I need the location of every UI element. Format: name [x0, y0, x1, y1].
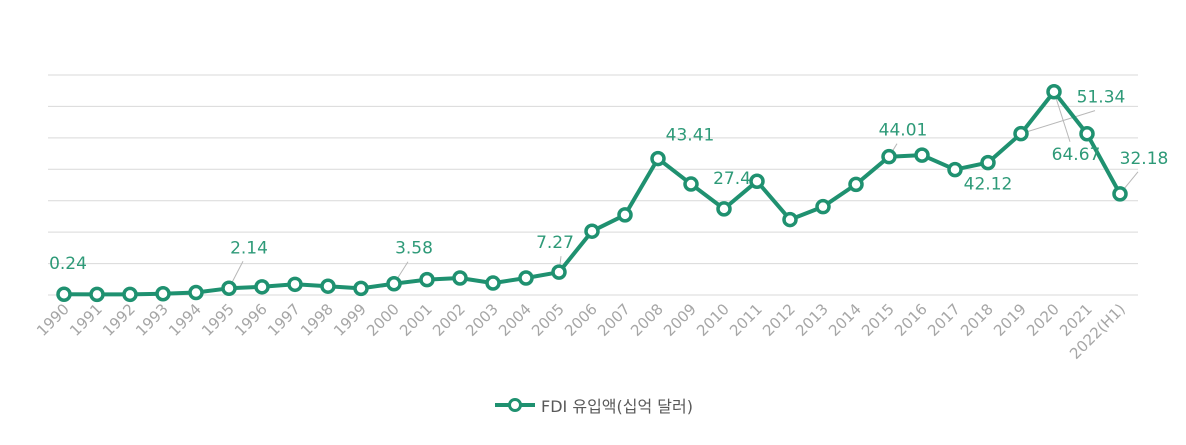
x-tick-label: 1993 — [132, 300, 172, 340]
data-point — [980, 154, 996, 171]
data-label: 32.18 — [1120, 149, 1169, 169]
data-point — [221, 280, 237, 297]
data-point — [518, 270, 534, 286]
data-labels: 0.24 2.14 3.58 7.27 43.41 27.4 44.01 42.12 51.34… — [49, 88, 1168, 275]
x-tick-label: 2002 — [429, 300, 469, 340]
x-tick-label: 2019 — [990, 300, 1030, 340]
data-label: 42.12 — [964, 175, 1013, 195]
x-tick-label: 2000 — [363, 300, 403, 340]
fdi-data-points — [56, 84, 1128, 303]
x-tick-label: 2020 — [1023, 300, 1063, 340]
legend-marker-icon — [495, 398, 536, 412]
x-tick-label: 2010 — [693, 300, 733, 340]
data-point — [914, 147, 930, 163]
x-tick-label: 2011 — [726, 300, 766, 340]
x-tick-label: 2006 — [561, 300, 601, 340]
data-point — [584, 223, 600, 239]
x-tick-label: 2012 — [759, 300, 799, 340]
legend: FDI 유입액(십억 달러) — [0, 393, 1186, 417]
x-tick-label: 1996 — [231, 300, 271, 340]
x-tick-label: 1995 — [198, 300, 238, 340]
data-label: 43.41 — [666, 126, 715, 146]
data-point — [716, 201, 732, 217]
x-tick-label: 2004 — [495, 300, 535, 340]
data-point — [122, 286, 138, 303]
data-point — [782, 211, 798, 228]
x-tick-label: 2005 — [528, 300, 568, 340]
data-point — [155, 285, 171, 302]
data-point — [617, 207, 633, 223]
x-tick-label: 2016 — [891, 300, 931, 340]
x-tick-label: 2001 — [396, 300, 436, 340]
data-label: 51.34 — [1077, 88, 1126, 108]
data-point — [254, 279, 270, 295]
data-point — [287, 276, 303, 293]
data-point — [1079, 126, 1095, 142]
data-point — [749, 173, 765, 189]
data-point — [320, 278, 336, 294]
x-tick-label: 2003 — [462, 300, 502, 340]
data-point — [947, 161, 963, 178]
data-point — [551, 264, 567, 280]
data-label: 3.58 — [395, 239, 433, 259]
data-point — [485, 275, 501, 291]
data-point — [452, 270, 468, 286]
x-tick-label: 1999 — [330, 300, 370, 340]
label-leader-line — [1053, 91, 1071, 142]
data-label: 27.4 — [713, 169, 751, 189]
x-tick-label: 2013 — [792, 300, 832, 340]
data-label: 64.67 — [1052, 145, 1101, 165]
x-tick-label: 1991 — [66, 300, 106, 340]
data-point — [56, 286, 72, 302]
data-point — [1112, 186, 1128, 202]
x-tick-label: 2017 — [924, 300, 964, 340]
legend-series-label: FDI 유입액(십억 달러) — [541, 397, 693, 416]
x-tick-label: 1992 — [99, 300, 139, 340]
data-label: 7.27 — [536, 233, 574, 253]
x-tick-label: 1994 — [165, 300, 205, 340]
data-point — [881, 148, 897, 165]
data-point — [419, 271, 435, 288]
data-point — [353, 280, 369, 297]
data-point — [89, 286, 105, 303]
data-point — [815, 198, 831, 215]
data-label: 2.14 — [230, 238, 268, 258]
data-point — [848, 176, 864, 193]
x-axis-tick-labels: 1990199119921993199419951996199719981999… — [33, 300, 1129, 363]
x-tick-label: 2014 — [825, 300, 865, 340]
x-tick-label: 1990 — [33, 300, 73, 340]
data-point — [683, 176, 699, 192]
x-tick-label: 2018 — [957, 300, 997, 340]
x-tick-label: 2007 — [594, 300, 634, 340]
x-tick-label: 1998 — [297, 300, 337, 340]
data-point — [188, 284, 204, 301]
data-label: 0.24 — [49, 254, 87, 274]
x-tick-label: 2015 — [858, 300, 898, 340]
data-point — [650, 150, 666, 167]
data-point — [386, 275, 402, 292]
x-tick-label: 2009 — [660, 300, 700, 340]
x-tick-label: 2008 — [627, 300, 667, 340]
label-leader-line — [1020, 110, 1096, 135]
data-label: 44.01 — [879, 121, 928, 141]
x-tick-label: 1997 — [264, 300, 304, 340]
data-point — [1013, 125, 1029, 142]
data-point — [1046, 84, 1062, 100]
